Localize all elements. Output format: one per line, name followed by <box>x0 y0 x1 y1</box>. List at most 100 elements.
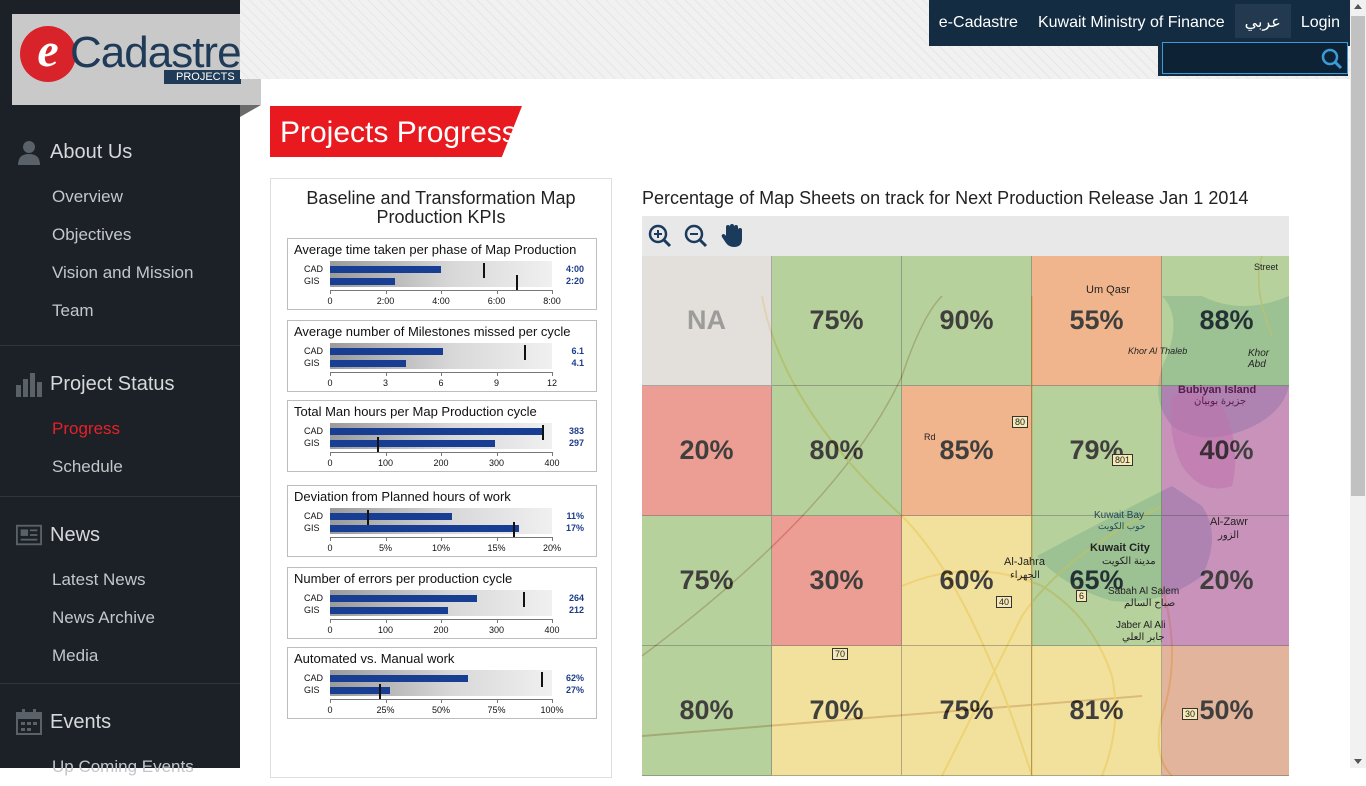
map-sheet-cell[interactable]: 80% <box>772 386 902 516</box>
kpi-title-line-1: Baseline and Transformation Map <box>306 188 576 208</box>
nav-section-events: Events Up Coming Events <box>0 683 240 786</box>
sidebar-item-latest-news[interactable]: Latest News <box>52 570 146 589</box>
kpi-tick-label: 0 <box>327 625 333 635</box>
map-sheet-cell[interactable]: 79% <box>1032 386 1162 516</box>
nav-head-events[interactable]: Events <box>0 702 240 742</box>
kpi-value-label: 4.1 <box>571 358 584 368</box>
top-navigation: e-Cadastre Kuwait Ministry of Finance عر… <box>928 0 1350 46</box>
scroll-up-arrow-icon[interactable] <box>1354 4 1362 9</box>
kpi-tick-label: 0 <box>327 296 333 306</box>
kpi-value-bar <box>330 360 406 367</box>
sidebar-item-vision[interactable]: Vision and Mission <box>52 263 194 282</box>
nav-head-news[interactable]: News <box>0 515 240 555</box>
kpi-axis-tick <box>385 290 387 294</box>
map-sheet-cell[interactable]: 85% <box>902 386 1032 516</box>
map-viewer[interactable]: NA 75% 90% 55% 88% 20% 80% 85% 79% 40% 75% 30% 60% 65… <box>642 216 1289 776</box>
kpi-tick-label: 25% <box>376 705 395 715</box>
map-place-label: Jaber Al Ali <box>1116 620 1166 631</box>
search-container <box>1158 38 1348 76</box>
page-scrollbar[interactable] <box>1350 0 1366 768</box>
kpi-tick-label: 0 <box>327 378 333 388</box>
sidebar-item-upcoming-events[interactable]: Up Coming Events <box>52 757 194 776</box>
map-sheet-cell[interactable]: NA <box>642 256 772 386</box>
nav-section-status: Project Status Progress Schedule <box>0 345 240 486</box>
map-sheet-cell[interactable]: 40% <box>1162 386 1289 516</box>
kpi-axis-tick <box>330 619 331 623</box>
login-link[interactable]: Login <box>1300 14 1340 31</box>
search-icon[interactable] <box>1321 48 1343 75</box>
kpi-axis-tick <box>441 699 442 703</box>
sidebar-item-progress[interactable]: Progress <box>52 419 121 438</box>
kpi-target-marker <box>524 345 527 360</box>
kpi-tick-label: 20% <box>542 543 561 553</box>
kpi-tick-label: 0 <box>327 705 333 715</box>
logo-e-mark: e <box>20 26 76 82</box>
map-place-label: Kuwait City <box>1090 542 1150 554</box>
kpi-tick-label: 5% <box>378 543 392 553</box>
kpi-title-line-2: Production KPIs <box>376 207 506 227</box>
map-sheet-cell[interactable]: 75% <box>772 256 902 386</box>
sidebar-item-news-archive[interactable]: News Archive <box>52 608 155 627</box>
nav-head-label: Project Status <box>50 372 175 395</box>
zoom-in-icon[interactable] <box>646 222 674 250</box>
kpi-target-marker <box>540 672 543 687</box>
kpi-axis-tick <box>385 619 387 623</box>
kpi-tick-label: 300 <box>488 625 505 635</box>
map-sheet-cell[interactable]: 75% <box>642 516 772 646</box>
map-sheet-cell[interactable]: 90% <box>902 256 1032 386</box>
scroll-down-arrow-icon[interactable] <box>1354 759 1362 764</box>
kpi-chart: Average number of Milestones missed per … <box>287 320 597 392</box>
sidebar-item-team[interactable]: Team <box>52 301 94 320</box>
kpi-row-label: CAD <box>304 264 324 274</box>
kpi-value-bar <box>330 687 390 694</box>
map-sheet-cell[interactable]: 81% <box>1032 646 1162 776</box>
map-sheet-cell[interactable]: 75% <box>902 646 1032 776</box>
map-sheet-cell[interactable]: 30% <box>772 516 902 646</box>
map-sheet-cell[interactable]: 70% <box>772 646 902 776</box>
kpi-panel-title: Baseline and Transformation Map Producti… <box>271 189 611 227</box>
logo-tag: PROJECTS <box>164 70 241 84</box>
kpi-axis-tick <box>496 537 498 541</box>
map-basemap: NA 75% 90% 55% 88% 20% 80% 85% 79% 40% 75% 30% 60% 65… <box>642 256 1289 776</box>
person-icon <box>16 139 42 165</box>
map-sheet-cell[interactable]: 20% <box>1162 516 1289 646</box>
map-sheet-cell[interactable]: 60% <box>902 516 1032 646</box>
nav-head-label: Events <box>50 710 112 733</box>
map-sheet-cell[interactable]: 65% <box>1032 516 1162 646</box>
map-title: Percentage of Map Sheets on track for Ne… <box>642 188 1249 208</box>
search-input[interactable] <box>1163 43 1313 73</box>
kpi-value-label: 297 <box>568 438 584 448</box>
kpi-row-label: GIS <box>304 605 320 615</box>
kpi-axis-tick <box>552 372 553 376</box>
kpi-value-label: 2:20 <box>565 276 584 286</box>
calendar-icon <box>16 709 42 735</box>
map-sheet-cell[interactable]: 88% <box>1162 256 1289 386</box>
topnav-ecadastre-link[interactable]: e-Cadastre <box>938 14 1018 31</box>
nav-head-project-status[interactable]: Project Status <box>0 364 240 404</box>
logo-fold <box>240 105 261 117</box>
nav-head-about-us[interactable]: About Us <box>0 132 240 172</box>
map-place-label: صباح السالم <box>1124 598 1176 609</box>
topnav-ministry-link[interactable]: Kuwait Ministry of Finance <box>1037 14 1225 31</box>
pan-hand-icon[interactable] <box>718 222 746 250</box>
map-place-label: Sabah Al Salem <box>1108 586 1180 597</box>
zoom-out-icon[interactable] <box>682 222 710 250</box>
sidebar-item-objectives[interactable]: Objectives <box>52 225 132 244</box>
kpi-chart-title: Automated vs. Manual work <box>294 651 455 666</box>
kpi-row-label: CAD <box>304 673 324 683</box>
sidebar-item-media[interactable]: Media <box>52 646 99 665</box>
language-toggle[interactable]: عربي <box>1234 4 1291 42</box>
sidebar-item-schedule[interactable]: Schedule <box>52 457 123 476</box>
sidebar-item-overview[interactable]: Overview <box>52 187 123 206</box>
kpi-target-marker <box>515 275 518 290</box>
page-title-banner: Projects Progress <box>270 106 522 157</box>
logo[interactable]: e Cadastre PROJECTS <box>12 14 261 117</box>
kpi-value-label: 6.1 <box>571 346 584 356</box>
map-sheet-cell[interactable]: 80% <box>642 646 772 776</box>
kpi-axis-tick <box>330 452 331 456</box>
newspaper-icon <box>16 522 42 548</box>
map-sheet-cell[interactable]: 20% <box>642 386 772 516</box>
map-sheet-cell[interactable]: 55% <box>1032 256 1162 386</box>
scrollbar-thumb[interactable] <box>1351 16 1365 496</box>
sidebar: e Cadastre PROJECTS About Us Overview Ob… <box>0 0 261 776</box>
